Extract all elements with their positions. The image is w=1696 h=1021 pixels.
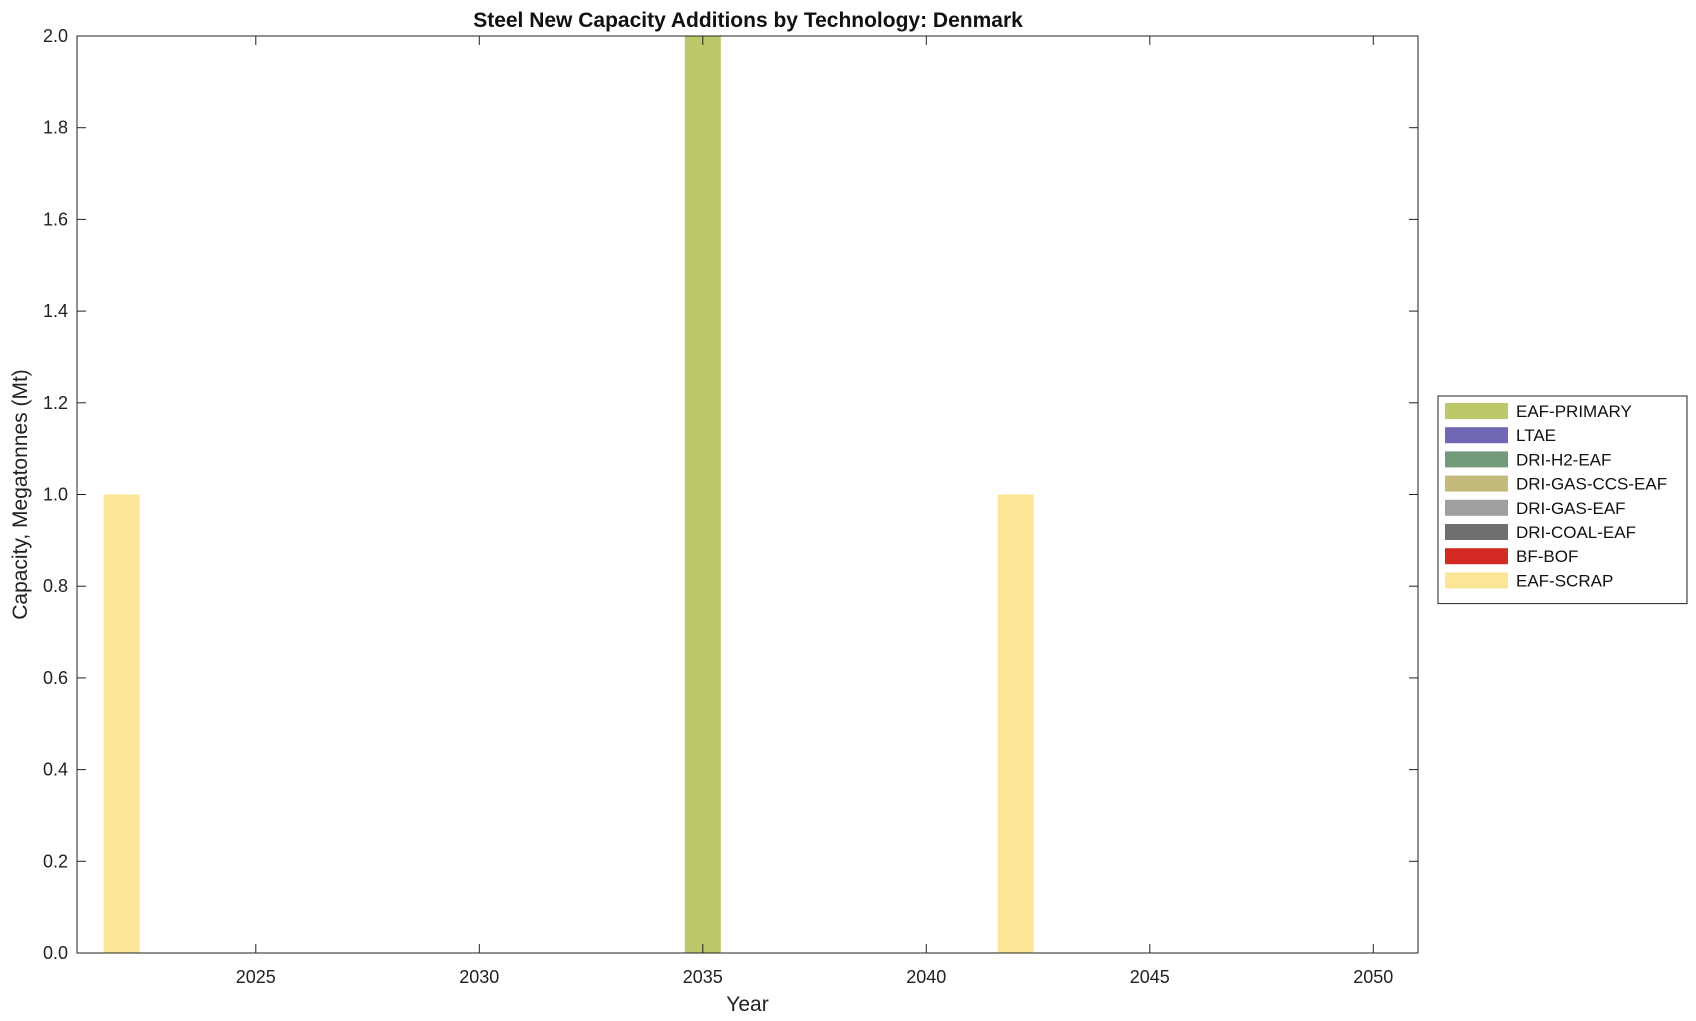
- y-tick-label: 0.2: [43, 851, 68, 871]
- legend: EAF-PRIMARY LTAE DRI-H2-EAF DRI-GAS-CCS-EAF…: [1437, 395, 1688, 605]
- bar-eaf-scrap-2042: [997, 494, 1034, 953]
- y-tick-label: 0.0: [43, 943, 68, 963]
- y-tick-label: 1.4: [43, 301, 68, 321]
- legend-swatch: [1445, 475, 1508, 492]
- legend-entry: DRI-GAS-CCS-EAF: [1516, 475, 1667, 494]
- legend-entry: LTAE: [1516, 426, 1556, 445]
- legend-swatch: [1445, 499, 1508, 516]
- legend-entry: DRI-COAL-EAF: [1516, 523, 1636, 542]
- legend-swatch: [1445, 548, 1508, 565]
- x-tick-label: 2045: [1130, 967, 1170, 987]
- bars: [103, 36, 1034, 953]
- plot-frame: [76, 35, 1419, 954]
- legend-swatch: [1445, 451, 1508, 468]
- axis-ticks: 2025 2030 2035 2040 2045 2050 0.0 0.2 0.4 0.6 0.8 1…: [43, 26, 1418, 987]
- x-tick-label: 2030: [459, 967, 499, 987]
- x-tick-label: 2040: [906, 967, 946, 987]
- legend-entry: DRI-GAS-EAF: [1516, 499, 1626, 518]
- y-axis-label: Capacity, Megatonnes (Mt): [9, 369, 32, 620]
- y-tick-label: 0.6: [43, 668, 68, 688]
- y-tick-label: 0.4: [43, 760, 68, 780]
- x-tick-label: 2025: [236, 967, 276, 987]
- x-tick-label: 2035: [683, 967, 723, 987]
- legend-swatch: [1445, 403, 1508, 419]
- legend-swatch: [1445, 572, 1508, 589]
- y-tick-label: 0.8: [43, 576, 68, 596]
- y-tick-label: 1.2: [43, 393, 68, 413]
- y-tick-label: 2.0: [43, 26, 68, 46]
- bar-eaf-scrap-2022: [103, 494, 140, 953]
- legend-swatch: [1445, 427, 1508, 444]
- x-tick-label: 2050: [1353, 967, 1393, 987]
- y-tick-label: 1.8: [43, 118, 68, 138]
- y-tick-label: 1.6: [43, 209, 68, 229]
- legend-entry: BF-BOF: [1516, 547, 1578, 566]
- legend-swatch: [1445, 524, 1508, 540]
- legend-entry: DRI-H2-EAF: [1516, 450, 1611, 469]
- legend-entry: EAF-PRIMARY: [1516, 402, 1632, 421]
- y-tick-label: 1.0: [43, 485, 68, 505]
- legend-entry: EAF-SCRAP: [1516, 571, 1613, 590]
- bar-eaf-primary-2035: [684, 36, 721, 953]
- chart-title: Steel New Capacity Additions by Technolo…: [473, 9, 1023, 32]
- x-axis-label: Year: [726, 993, 768, 1016]
